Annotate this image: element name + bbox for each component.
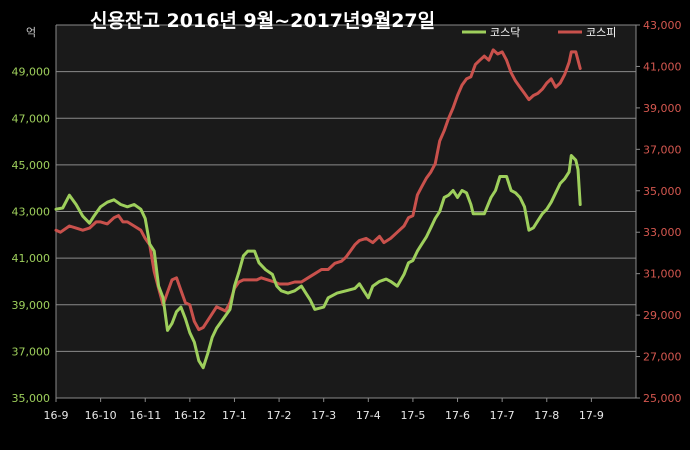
right-tick-label: 41,000 bbox=[643, 60, 682, 73]
left-tick-label: 39,000 bbox=[12, 299, 51, 312]
x-tick-label: 16-12 bbox=[174, 409, 206, 422]
x-tick-label: 17-9 bbox=[579, 409, 604, 422]
kosdaq-line bbox=[54, 154, 582, 370]
x-tick-label: 17-3 bbox=[311, 409, 336, 422]
left-tick-label: 43,000 bbox=[12, 206, 51, 219]
right-axis-ticks: 25,000 27,000 29,000 31,000 33,000 35,000 37,0… bbox=[636, 19, 682, 405]
chart-title: 신용잔고 2016년 9월~2017년9월27일 bbox=[90, 10, 435, 32]
x-tick-label: 17-7 bbox=[490, 409, 515, 422]
right-tick-label: 25,000 bbox=[643, 392, 682, 405]
right-tick-label: 27,000 bbox=[643, 351, 682, 364]
left-tick-label: 35,000 bbox=[12, 392, 51, 405]
x-tick-label: 16-10 bbox=[85, 409, 117, 422]
x-tick-label: 17-4 bbox=[356, 409, 381, 422]
right-tick-label: 39,000 bbox=[643, 102, 682, 115]
right-tick-label: 29,000 bbox=[643, 309, 682, 322]
series-kosdaq bbox=[54, 154, 582, 370]
left-tick-label: 41,000 bbox=[12, 252, 51, 265]
left-tick-label: 37,000 bbox=[12, 345, 51, 358]
right-tick-label: 31,000 bbox=[643, 268, 682, 281]
left-tick-label: 47,000 bbox=[12, 112, 51, 125]
right-tick-label: 35,000 bbox=[643, 185, 682, 198]
left-tick-label: 45,000 bbox=[12, 159, 51, 172]
right-tick-label: 43,000 bbox=[643, 19, 682, 32]
left-tick-label: 49,000 bbox=[12, 66, 51, 79]
right-tick-label: 33,000 bbox=[643, 226, 682, 239]
x-tick-label: 17-2 bbox=[267, 409, 292, 422]
x-axis-ticks: 16-9 16-10 16-11 16-12 17-1 17-2 17-3 17-4 17-5 1… bbox=[44, 398, 604, 422]
legend-label-kospi: 코스피 bbox=[586, 26, 616, 39]
kospi-line bbox=[54, 48, 582, 332]
left-axis-ticks: 35,000 37,000 39,000 41,000 43,000 45,000 47,0… bbox=[12, 66, 51, 405]
x-tick-label: 17-8 bbox=[534, 409, 559, 422]
x-tick-label: 17-1 bbox=[222, 409, 247, 422]
legend-label-kosdaq: 코스닥 bbox=[490, 26, 520, 39]
x-tick-label: 17-5 bbox=[400, 409, 425, 422]
series-kospi bbox=[54, 48, 582, 332]
x-tick-label: 16-9 bbox=[44, 409, 69, 422]
gridlines bbox=[55, 24, 637, 399]
right-tick-label: 37,000 bbox=[643, 143, 682, 156]
legend: 코스닥 코스피 bbox=[462, 26, 616, 39]
x-tick-label: 16-11 bbox=[129, 409, 161, 422]
left-axis-unit: 억 bbox=[26, 26, 36, 39]
x-tick-label: 17-6 bbox=[445, 409, 470, 422]
